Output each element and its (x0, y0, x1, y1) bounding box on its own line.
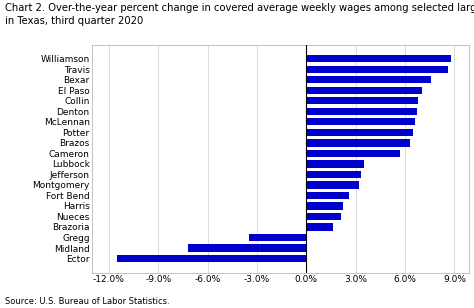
Bar (306, 76, 431, 83)
Bar (306, 181, 359, 188)
Bar (117, 255, 306, 262)
Bar (249, 234, 306, 241)
Bar (306, 97, 418, 104)
Bar (306, 160, 364, 168)
Bar (306, 139, 410, 147)
Text: Source: U.S. Bureau of Labor Statistics.: Source: U.S. Bureau of Labor Statistics. (5, 298, 169, 306)
Bar (306, 118, 415, 125)
Bar (306, 223, 333, 231)
Bar (306, 150, 400, 157)
Text: Chart 2. Over-the-year percent change in covered average weekly wages among sele: Chart 2. Over-the-year percent change in… (5, 3, 474, 26)
Bar (306, 213, 341, 220)
Bar (306, 107, 417, 115)
Bar (306, 192, 349, 199)
Bar (306, 55, 451, 63)
Bar (306, 87, 421, 94)
Bar (306, 129, 413, 136)
Bar (306, 171, 361, 178)
Bar (306, 202, 343, 210)
Bar (188, 244, 306, 252)
Bar (306, 66, 448, 73)
